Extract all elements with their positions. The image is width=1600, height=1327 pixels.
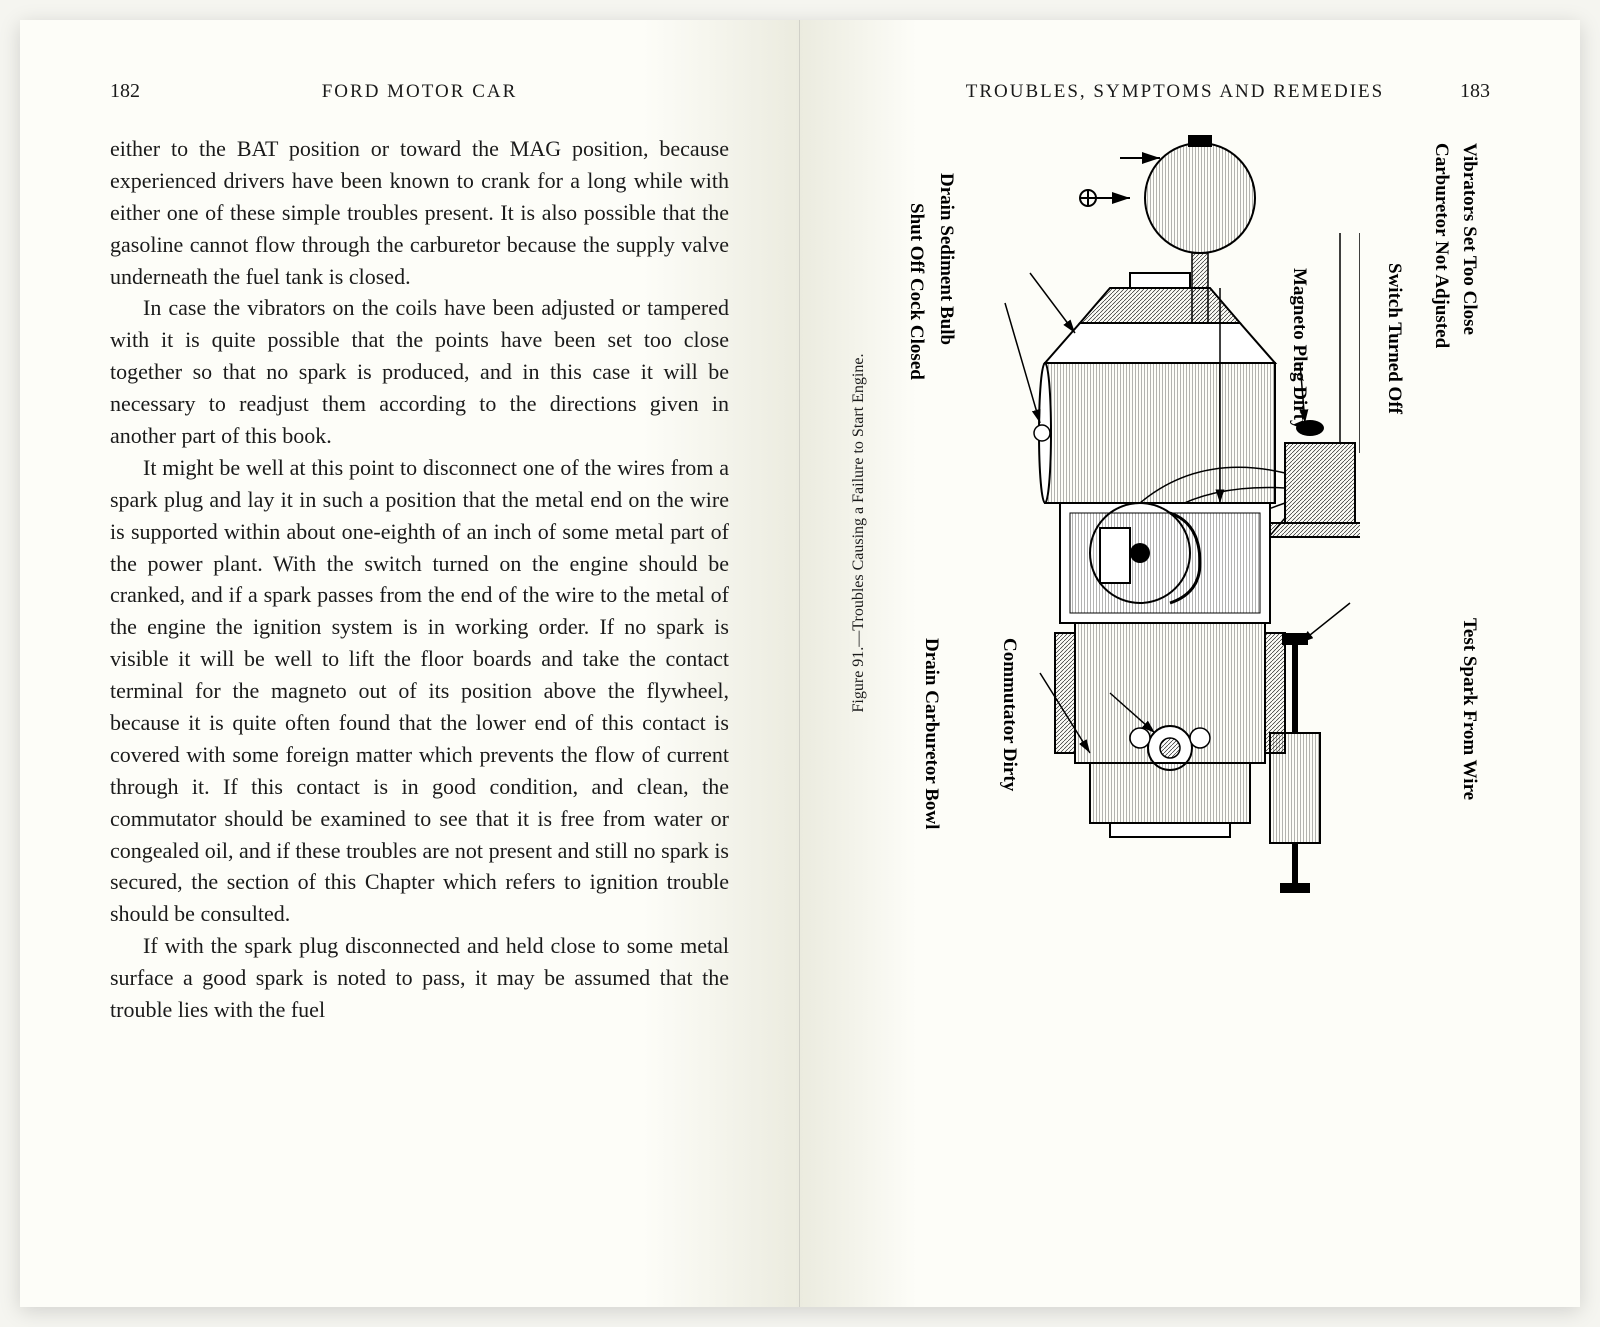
label-test-spark: Test Spark From Wire xyxy=(1458,618,1480,800)
paragraph: In case the vibrators on the coils have … xyxy=(110,292,729,451)
engine-diagram xyxy=(940,133,1360,933)
figure-caption: Figure 91.—Troubles Causing a Failure to… xyxy=(850,354,868,713)
left-body-text: either to the BAT position or toward the… xyxy=(110,133,729,1026)
right-running-head: TROUBLES, SYMPTOMS AND REMEDIES xyxy=(890,81,1460,103)
label-sediment: Drain Sediment Bulb xyxy=(935,173,957,345)
right-page-number: 183 xyxy=(1460,80,1490,103)
label-commutator: Commutator Dirty xyxy=(998,638,1020,791)
label-carb-bowl: Drain Carburetor Bowl xyxy=(920,638,942,829)
label-magneto: Magneto Plug Dirty xyxy=(1288,268,1310,429)
left-page-number: 182 xyxy=(110,80,140,103)
label-cock: Shut Off Cock Closed xyxy=(905,203,927,380)
left-running-head: FORD MOTOR CAR xyxy=(140,81,699,103)
figure-91: Figure 91.—Troubles Causing a Failure to… xyxy=(860,133,1490,933)
paragraph: It might be well at this point to discon… xyxy=(110,452,729,930)
label-carburetor-adjusted: Carburetor Not Adjusted xyxy=(1430,143,1452,348)
right-page-header: TROUBLES, SYMPTOMS AND REMEDIES 183 xyxy=(860,80,1490,103)
paragraph: If with the spark plug disconnected and … xyxy=(110,930,729,1026)
label-vibrators: Vibrators Set Too Close xyxy=(1458,143,1480,335)
book-spread: 182 FORD MOTOR CAR either to the BAT pos… xyxy=(20,20,1580,1307)
left-page-header: 182 FORD MOTOR CAR xyxy=(110,80,729,103)
label-switch: Switch Turned Off xyxy=(1383,263,1405,414)
left-page: 182 FORD MOTOR CAR either to the BAT pos… xyxy=(20,20,800,1307)
right-page: TROUBLES, SYMPTOMS AND REMEDIES 183 Figu… xyxy=(800,20,1580,1307)
paragraph: either to the BAT position or toward the… xyxy=(110,133,729,292)
